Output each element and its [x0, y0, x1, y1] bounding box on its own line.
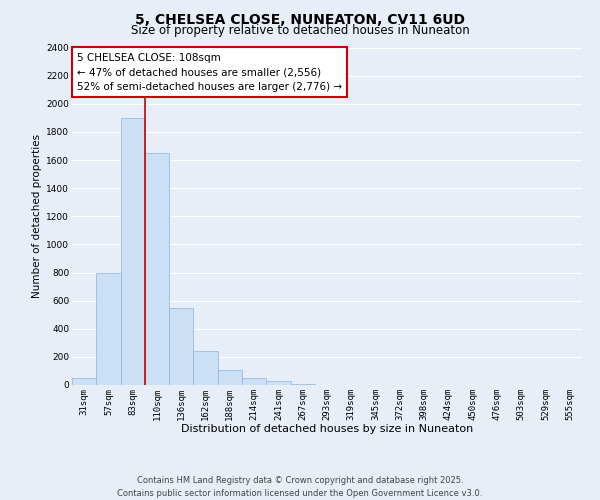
- Bar: [169, 308, 193, 385]
- Bar: [193, 351, 218, 385]
- Bar: [242, 378, 266, 385]
- Bar: [145, 153, 169, 385]
- Text: Size of property relative to detached houses in Nuneaton: Size of property relative to detached ho…: [131, 24, 469, 37]
- Bar: [266, 381, 290, 385]
- Bar: [290, 384, 315, 385]
- Text: 5, CHELSEA CLOSE, NUNEATON, CV11 6UD: 5, CHELSEA CLOSE, NUNEATON, CV11 6UD: [135, 12, 465, 26]
- Y-axis label: Number of detached properties: Number of detached properties: [32, 134, 42, 298]
- Bar: [218, 370, 242, 385]
- Bar: [72, 378, 96, 385]
- Text: 5 CHELSEA CLOSE: 108sqm
← 47% of detached houses are smaller (2,556)
52% of semi: 5 CHELSEA CLOSE: 108sqm ← 47% of detache…: [77, 52, 342, 92]
- X-axis label: Distribution of detached houses by size in Nuneaton: Distribution of detached houses by size …: [181, 424, 473, 434]
- Bar: [121, 118, 145, 385]
- Bar: [96, 272, 121, 385]
- Text: Contains HM Land Registry data © Crown copyright and database right 2025.
Contai: Contains HM Land Registry data © Crown c…: [118, 476, 482, 498]
